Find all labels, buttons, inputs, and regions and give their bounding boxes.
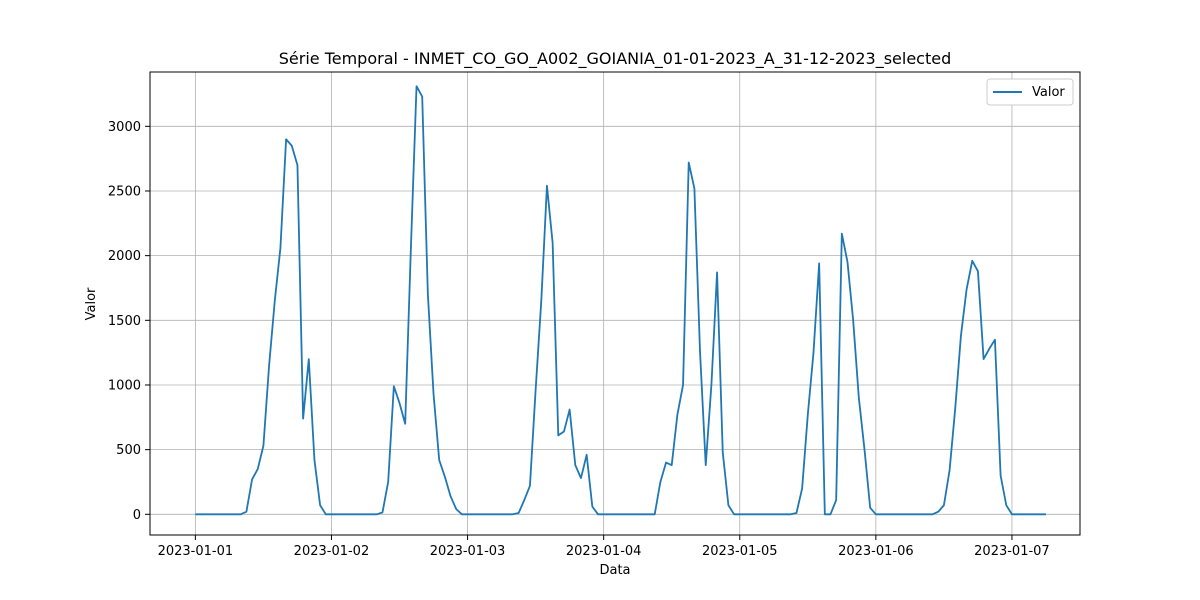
- x-tick-label: 2023-01-03: [430, 544, 506, 559]
- y-tick-label: 1500: [108, 314, 141, 329]
- y-tick-label: 2000: [108, 249, 141, 264]
- series-layer: [195, 85, 1046, 516]
- y-tick-label: 1000: [108, 378, 141, 393]
- legend-label: Valor: [1032, 85, 1065, 100]
- legend: Valor: [986, 78, 1074, 106]
- y-tick-label: 500: [116, 443, 141, 458]
- x-tick-label: 2023-01-05: [702, 544, 778, 559]
- grid-lines: [150, 72, 1080, 535]
- legend-box: [986, 78, 1074, 106]
- x-tick-label: 2023-01-01: [158, 544, 234, 559]
- plot-area-frame: [149, 71, 1081, 536]
- chart-title: Série Temporal - INMET_CO_GO_A002_GOIANI…: [279, 49, 952, 69]
- x-axis-title: Data: [599, 563, 630, 578]
- y-axis-ticks: 0 500 1000 1500 2000 2500 3000: [108, 120, 150, 523]
- x-tick-label: 2023-01-06: [838, 544, 914, 559]
- y-tick-label: 2500: [108, 184, 141, 199]
- x-tick-label: 2023-01-07: [974, 544, 1050, 559]
- x-axis-ticks: 2023-01-01 2023-01-02 2023-01-03 2023-01-04…: [158, 535, 1050, 559]
- y-axis-title: Valor: [84, 287, 99, 320]
- x-tick-label: 2023-01-04: [566, 544, 642, 559]
- series-line-valor: [195, 85, 1046, 516]
- x-tick-label: 2023-01-02: [294, 544, 370, 559]
- y-tick-label: 3000: [108, 120, 141, 135]
- y-tick-label: 0: [133, 508, 141, 523]
